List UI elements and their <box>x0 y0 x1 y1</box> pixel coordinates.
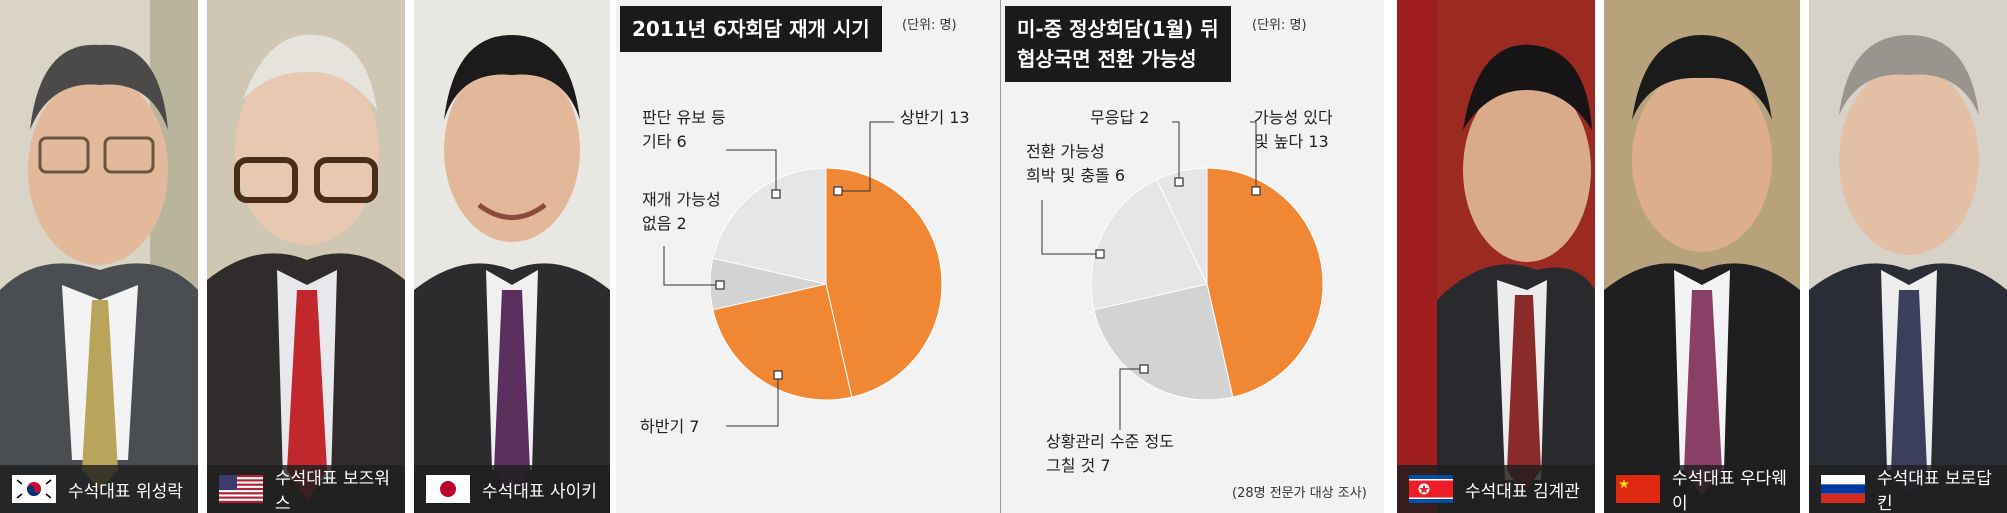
caption-text: 수석대표 사이키 <box>482 481 597 502</box>
portrait-photo <box>207 0 405 513</box>
chart2-leader-marker-3 <box>1174 177 1184 187</box>
chart-divider <box>1000 0 1001 513</box>
chart2-leader-marker-0 <box>1251 186 1261 196</box>
chart1-leader-marker-2 <box>715 280 725 290</box>
portrait-photo <box>1604 0 1800 513</box>
chart2-label-possible: 가능성 있다 및 높다 13 <box>1254 108 1333 151</box>
chart1-unit: (단위: 명) <box>902 18 957 33</box>
chart2-leader-marker-1 <box>1139 364 1149 374</box>
portrait-caption: 수석대표 보로답킨 <box>1809 465 2007 513</box>
chart1-leader-marker-3 <box>771 189 781 199</box>
chart1-title: 2011년 6자회담 재개 시기 <box>620 6 882 52</box>
chart1-leader-line-1 <box>726 375 779 427</box>
caption-text: 수석대표 보즈워스 <box>275 469 390 513</box>
caption-text: 수석대표 우다웨이 <box>1672 469 1787 513</box>
chart1-leader-line-2 <box>663 246 720 286</box>
north-korea-flag-icon <box>1409 475 1453 503</box>
chart1-leader-marker-1 <box>773 370 783 380</box>
chart1-label-no-resumption: 재개 가능성 없음 2 <box>642 190 721 233</box>
caption-text: 수석대표 김계관 <box>1465 481 1580 502</box>
portrait-borodavkin: 수석대표 보로답킨 <box>1809 0 2007 513</box>
chart2-label-no-answer: 무응답 2 <box>1090 108 1150 127</box>
caption-text: 수석대표 보로답킨 <box>1877 469 1992 513</box>
chart-area: 2011년 6자회담 재개 시기 (단위: 명) 미-중 정상회담(1월) 뒤 … <box>616 0 1384 513</box>
pie-charts <box>663 121 1324 430</box>
chart1-label-undecided: 판단 유보 등 기타 6 <box>642 108 726 151</box>
usa-flag-icon <box>219 475 263 503</box>
chart2-slice-2 <box>1090 178 1208 311</box>
chart1-leader-marker-0 <box>833 186 843 196</box>
portrait-photo <box>1397 0 1595 513</box>
china-flag-icon <box>1616 475 1660 503</box>
chart2-label-unlikely: 전환 가능성 희박 및 충돌 6 <box>1026 142 1126 185</box>
korea-flag-icon <box>12 475 56 503</box>
chart1-label-first-half: 상반기 13 <box>900 108 970 127</box>
russia-flag-icon <box>1821 475 1865 503</box>
portrait-caption: 수석대표 보즈워스 <box>207 465 405 513</box>
chart2-title: 미-중 정상회담(1월) 뒤 협상국면 전환 가능성 <box>1005 6 1231 82</box>
portrait-wu-dawei: 수석대표 우다웨이 <box>1604 0 1800 513</box>
caption-text: 수석대표 위성락 <box>68 481 183 502</box>
portrait-kim-kye-gwan: 수석대표 김계관 <box>1397 0 1595 513</box>
chart2-slice-1 <box>1093 283 1234 401</box>
portrait-photo <box>1809 0 2007 513</box>
chart1-leader-line-3 <box>726 149 777 194</box>
portrait-saiki: 수석대표 사이키 <box>414 0 610 513</box>
portrait-bosworth: 수석대표 보즈워스 <box>207 0 405 513</box>
chart2-leader-line-0 <box>1250 121 1257 191</box>
chart1-slice-0 <box>825 167 943 398</box>
chart1-slice-1 <box>712 283 853 401</box>
survey-footnote: (28명 전문가 대상 조사) <box>1232 486 1367 501</box>
chart2-slice-0 <box>1206 167 1324 398</box>
portrait-caption: 수석대표 사이키 <box>414 465 610 513</box>
portrait-caption: 수석대표 우다웨이 <box>1604 465 1800 513</box>
chart2-unit: (단위: 명) <box>1252 18 1307 33</box>
chart2-leader-line-1 <box>1119 368 1144 430</box>
japan-flag-icon <box>426 475 470 503</box>
chart2-title-line1: 미-중 정상회담(1월) 뒤 <box>1017 17 1219 41</box>
portrait-caption: 수석대표 위성락 <box>0 465 198 513</box>
chart2-slice-3 <box>1156 167 1208 285</box>
chart1-slice-3 <box>712 167 827 285</box>
chart2-leader-line-3 <box>1172 121 1180 182</box>
portrait-photo <box>414 0 610 513</box>
chart2-leader-marker-2 <box>1095 249 1105 259</box>
chart1-label-second-half: 하반기 7 <box>640 417 700 436</box>
portrait-caption: 수석대표 김계관 <box>1397 465 1595 513</box>
portrait-photo <box>0 0 198 513</box>
chart2-leader-line-2 <box>1041 200 1100 255</box>
chart2-label-status-quo: 상황관리 수준 정도 그칠 것 7 <box>1046 432 1174 475</box>
portrait-wi-sung-lac: 수석대표 위성락 <box>0 0 198 513</box>
chart1-leader-line-0 <box>838 121 894 192</box>
chart2-title-line2: 협상국면 전환 가능성 <box>1017 47 1197 71</box>
